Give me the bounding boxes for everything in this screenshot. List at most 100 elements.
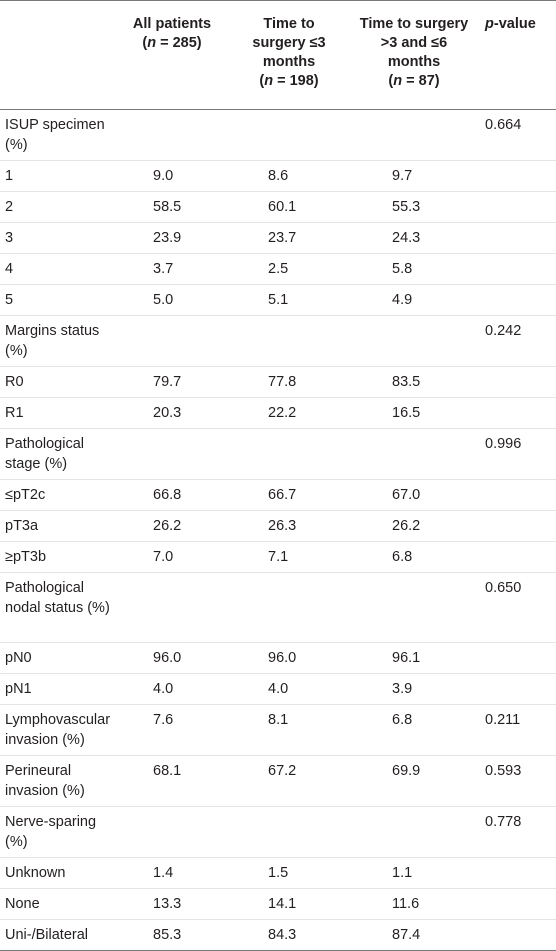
table-row: pN0 96.0 96.0 96.1 [0, 643, 556, 674]
row-label: pT3a [5, 518, 39, 534]
cell-time-gt3: 26.2 [392, 518, 421, 534]
row-label: Unknown [5, 865, 66, 881]
row-label: Pathological stage (%) [5, 436, 84, 472]
cell-time-gt3: 3.9 [392, 681, 413, 697]
cell-p-value: 0.593 [485, 763, 522, 779]
header-all-patients: All patients (n = 285) [132, 16, 212, 51]
cell-p-value [481, 674, 556, 705]
cell-time-le3: 7.1 [268, 549, 289, 565]
table-body: ISUP specimen (%) 0.664 1 9.0 8.6 9.7 2 58.5 6… [0, 110, 556, 951]
table-row: None 13.3 14.1 11.6 [0, 889, 556, 920]
cell-time-le3: 60.1 [268, 199, 297, 215]
cell-time-gt3 [347, 807, 481, 858]
cell-time-gt3 [347, 573, 481, 643]
cell-p-value [481, 920, 556, 951]
table-row: pT3a 26.2 26.3 26.2 [0, 511, 556, 542]
header-p-value: p-value [481, 1, 556, 110]
table-row: Unknown 1.4 1.5 1.1 [0, 858, 556, 889]
cell-p-value [481, 223, 556, 254]
cell-all-patients: 5.0 [153, 292, 174, 308]
cell-time-gt3: 6.8 [392, 712, 413, 728]
row-label: 4 [5, 261, 14, 277]
table-row: R1 20.3 22.2 16.5 [0, 398, 556, 429]
header-time-gt3-n-label: n [393, 73, 403, 89]
cell-all-patients: 68.1 [153, 763, 182, 779]
cell-time-le3: 67.2 [268, 763, 297, 779]
row-label: pN0 [5, 650, 32, 666]
cell-time-le3 [231, 573, 347, 643]
cell-all-patients: 7.6 [153, 712, 174, 728]
header-time-gt3: Time to surgery >3 and ≤6 months (n = 87) [359, 16, 469, 89]
header-time-le3: Time to surgery ≤3 months (n = 198) [252, 16, 326, 89]
cell-time-le3: 66.7 [268, 487, 297, 503]
cell-time-le3 [231, 429, 347, 480]
cell-p-value [481, 643, 556, 674]
cell-p-value [481, 367, 556, 398]
cell-time-gt3 [347, 110, 481, 161]
table-row: ≥pT3b 7.0 7.1 6.8 [0, 542, 556, 573]
row-label: R1 [5, 405, 24, 421]
cell-all-patients: 79.7 [153, 374, 182, 390]
header-variable [0, 1, 113, 110]
cell-all-patients [113, 429, 231, 480]
row-label: 1 [5, 168, 14, 184]
cell-p-value: 0.996 [485, 436, 522, 452]
cell-time-gt3: 5.8 [392, 261, 413, 277]
cell-p-value: 0.242 [485, 323, 522, 339]
cell-time-le3: 23.7 [268, 230, 297, 246]
cell-all-patients: 58.5 [153, 199, 182, 215]
cell-p-value: 0.650 [485, 580, 522, 596]
row-label: pN1 [5, 681, 32, 697]
header-all-patients-n: = 285) [156, 35, 202, 51]
table-row: Uni-/Bilateral 85.3 84.3 87.4 [0, 920, 556, 951]
cell-all-patients: 96.0 [153, 650, 182, 666]
cell-all-patients: 7.0 [153, 549, 174, 565]
header-time-le3-n-label: n [264, 73, 274, 89]
cell-p-value [481, 511, 556, 542]
cell-time-gt3: 1.1 [392, 865, 413, 881]
cell-time-gt3: 96.1 [392, 650, 421, 666]
row-label: Margins status (%) [5, 323, 100, 359]
row-label: 2 [5, 199, 14, 215]
cell-all-patients: 13.3 [153, 896, 182, 912]
cell-time-gt3 [347, 316, 481, 367]
cell-time-le3: 4.0 [268, 681, 289, 697]
table-row: 4 3.7 2.5 5.8 [0, 254, 556, 285]
table-row: R0 79.7 77.8 83.5 [0, 367, 556, 398]
cell-all-patients [113, 316, 231, 367]
cell-p-value [481, 285, 556, 316]
header-row: All patients (n = 285) Time to surgery ≤3 m… [0, 0, 556, 110]
cell-p-value: 0.778 [485, 814, 522, 830]
header-time-le3-n: = 198) [273, 73, 319, 89]
cell-time-le3: 96.0 [268, 650, 297, 666]
cell-time-le3: 26.3 [268, 518, 297, 534]
cell-all-patients: 23.9 [153, 230, 182, 246]
header-time-gt3-line3: months [387, 54, 441, 70]
table-row: 1 9.0 8.6 9.7 [0, 161, 556, 192]
table-row: Margins status (%) 0.242 [0, 316, 556, 367]
cell-time-le3: 1.5 [268, 865, 289, 881]
row-label: Nerve-sparing (%) [5, 814, 97, 850]
row-label: Pathological nodal status (%) [5, 580, 110, 616]
cell-time-gt3: 83.5 [392, 374, 421, 390]
cell-time-le3: 8.6 [268, 168, 289, 184]
cell-p-value [481, 889, 556, 920]
row-label: Uni-/Bilateral [5, 927, 88, 943]
cell-all-patients [113, 807, 231, 858]
cell-p-value [481, 192, 556, 223]
cell-time-gt3: 87.4 [392, 927, 421, 943]
table-row: Perineural invasion (%) 68.1 67.2 69.9 0.593 [0, 756, 556, 807]
row-label: Lymphovascular invasion (%) [5, 712, 111, 748]
cell-p-value [481, 254, 556, 285]
row-label: ISUP specimen (%) [5, 117, 105, 153]
header-all-patients-title: All patients [132, 16, 212, 32]
cell-time-le3: 14.1 [268, 896, 297, 912]
cell-all-patients: 9.0 [153, 168, 174, 184]
cell-time-le3: 77.8 [268, 374, 297, 390]
table-row: Pathological nodal status (%) 0.650 [0, 573, 556, 643]
header-time-le3-line3: months [262, 54, 316, 70]
cell-p-value: 0.211 [485, 712, 521, 728]
cell-all-patients: 26.2 [153, 518, 182, 534]
cell-p-value [481, 542, 556, 573]
cell-all-patients [113, 110, 231, 161]
